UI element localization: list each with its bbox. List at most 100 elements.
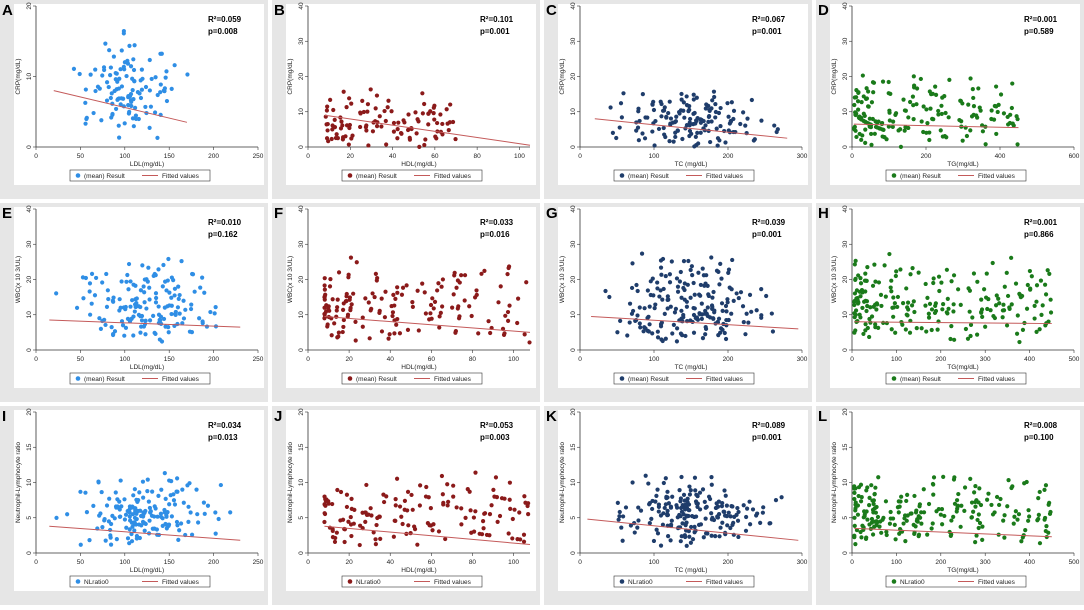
- scatter-point: [968, 322, 974, 327]
- scatter-point: [188, 306, 194, 312]
- scatter-point: [91, 503, 96, 508]
- scatter-point: [406, 112, 411, 117]
- scatter-point: [1045, 268, 1050, 273]
- scatter-point: [942, 133, 947, 139]
- scatter-point: [909, 511, 914, 516]
- scatter-point: [679, 505, 684, 511]
- scatter-point: [322, 314, 328, 320]
- scatter-point: [978, 502, 984, 508]
- scatter-point: [865, 485, 870, 490]
- scatter-point: [354, 260, 359, 265]
- scatter-point: [714, 268, 720, 273]
- x-tick-label: 60: [428, 559, 436, 566]
- scatter-point: [607, 294, 612, 300]
- scatter-point: [713, 101, 718, 107]
- scatter-point: [129, 531, 134, 537]
- scatter-point: [945, 311, 950, 316]
- scatter-point: [213, 305, 218, 310]
- scatter-point: [640, 91, 645, 97]
- scatter-point: [743, 123, 748, 128]
- scatter-point: [963, 326, 969, 332]
- y-tick-label: 0: [298, 551, 305, 555]
- y-tick-label: 40: [298, 2, 305, 10]
- x-axis-label: LDL(mg/dL): [130, 161, 164, 168]
- scatter-point: [436, 529, 442, 534]
- scatter-point: [1043, 515, 1048, 521]
- scatter-point: [726, 128, 731, 133]
- scatter-point: [888, 509, 893, 515]
- scatter-point: [942, 94, 947, 99]
- scatter-point: [119, 84, 125, 89]
- scatter-point: [669, 522, 674, 527]
- scatter-point: [142, 300, 147, 305]
- scatter-point: [177, 292, 182, 298]
- scatter-point: [102, 317, 107, 322]
- fitted-line: [854, 321, 1052, 325]
- scatter-point: [710, 98, 715, 103]
- scatter-point: [936, 274, 942, 279]
- scatter-point: [911, 74, 916, 79]
- scatter-point: [1032, 303, 1037, 309]
- scatter-point: [366, 143, 371, 148]
- fitted-line: [591, 316, 799, 330]
- scatter-point: [728, 118, 733, 124]
- scatter-point: [422, 101, 427, 107]
- scatter-point: [862, 509, 867, 514]
- p-value-label: p=0.001: [752, 230, 782, 239]
- scatter-point: [119, 48, 124, 53]
- scatter-point: [145, 477, 150, 482]
- scatter-point: [202, 290, 207, 295]
- scatter-point: [861, 331, 866, 337]
- scatter-point: [1029, 274, 1034, 279]
- scatter-point: [615, 500, 620, 505]
- scatter-point: [118, 514, 123, 519]
- scatter-point: [919, 521, 924, 526]
- scatter-point: [116, 123, 121, 128]
- scatter-point: [891, 305, 896, 310]
- scatter-point: [732, 514, 737, 519]
- scatter-point: [107, 496, 112, 501]
- scatter-point: [709, 119, 714, 124]
- scatter-point: [152, 110, 158, 115]
- x-tick-label: 250: [253, 356, 264, 363]
- scatter-point: [126, 103, 131, 108]
- scatter-point: [695, 130, 700, 136]
- scatter-point: [870, 116, 875, 122]
- scatter-point: [338, 518, 343, 523]
- scatter-point: [718, 525, 723, 530]
- scatter-point: [671, 139, 676, 144]
- scatter-point: [1000, 308, 1005, 313]
- scatter-point: [190, 271, 195, 277]
- scatter-point: [457, 314, 462, 319]
- scatter-point: [198, 285, 203, 290]
- scatter-point: [412, 527, 418, 532]
- scatter-point: [887, 108, 892, 113]
- scatter-point: [360, 315, 365, 320]
- scatter-point: [921, 129, 926, 135]
- scatter-point: [942, 513, 947, 519]
- scatter-point: [187, 329, 193, 334]
- scatter-point: [102, 67, 107, 73]
- scatter-point: [890, 124, 895, 130]
- scatter-point: [886, 124, 891, 129]
- y-tick-label: 30: [298, 37, 305, 45]
- legend-fit-label: Fitted values: [978, 579, 1016, 586]
- scatter-point: [634, 282, 639, 288]
- scatter-point: [664, 495, 669, 501]
- scatter-point: [686, 258, 691, 264]
- scatter-point: [1047, 271, 1052, 276]
- legend-series-label: (mean) Result: [900, 173, 941, 180]
- scatter-point: [132, 43, 137, 48]
- scatter-point: [392, 331, 397, 336]
- scatter-point: [992, 510, 997, 515]
- scatter-point: [971, 271, 977, 276]
- x-tick-label: 0: [578, 153, 582, 160]
- scatter-point: [147, 285, 152, 290]
- scatter-point: [389, 109, 394, 114]
- scatter-point: [663, 476, 668, 481]
- scatter-point: [690, 272, 695, 278]
- x-tick-label: 0: [850, 356, 854, 363]
